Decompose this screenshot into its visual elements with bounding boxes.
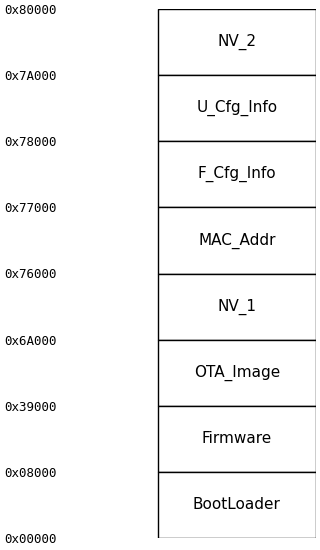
Text: U_Cfg_Info: U_Cfg_Info: [196, 100, 277, 117]
Bar: [158, 472, 316, 538]
Text: Firmware: Firmware: [202, 431, 272, 446]
Bar: [158, 141, 316, 207]
Text: NV_1: NV_1: [217, 299, 256, 315]
Bar: [158, 339, 316, 406]
Text: MAC_Addr: MAC_Addr: [198, 232, 276, 249]
Bar: [158, 9, 316, 75]
Text: OTA_Image: OTA_Image: [194, 365, 280, 381]
Text: F_Cfg_Info: F_Cfg_Info: [197, 166, 276, 183]
Bar: [158, 273, 316, 339]
Bar: [158, 75, 316, 141]
Text: NV_2: NV_2: [217, 34, 256, 50]
Bar: [158, 207, 316, 273]
Bar: [158, 406, 316, 472]
Text: BootLoader: BootLoader: [193, 497, 281, 512]
